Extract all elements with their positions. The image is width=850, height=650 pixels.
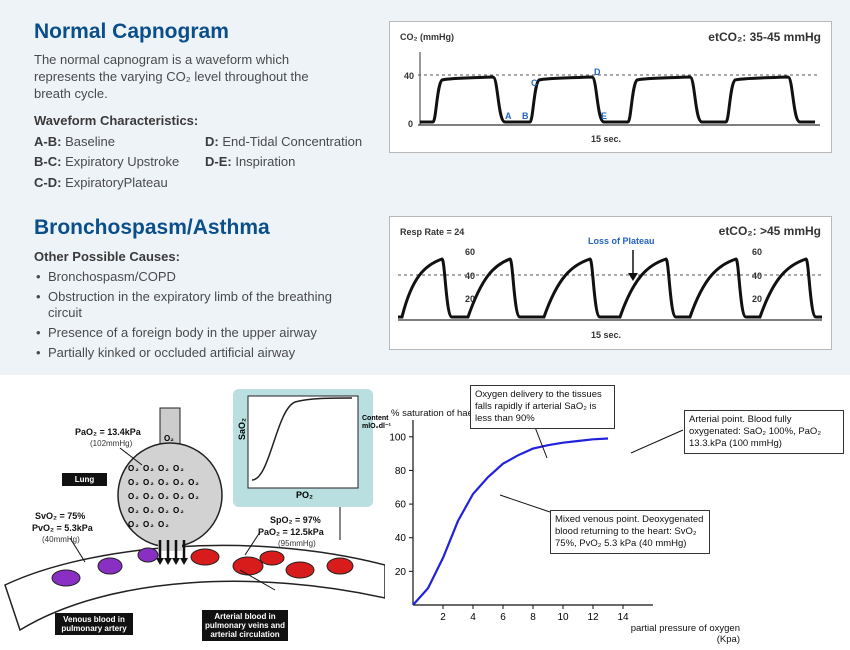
arterial-blood-label: Arterial blood in pulmonary veins and ar… [202, 610, 288, 641]
tick-40: 40 [404, 71, 415, 81]
y-tick-label: 60 [395, 500, 407, 511]
cause-item: Partially kinked or occluded artificial … [34, 345, 354, 361]
cause-item: Obstruction in the expiratory limb of th… [34, 289, 354, 321]
etco2-normal-range: etCO₂: 35-45 mmHg [708, 30, 821, 44]
etco2-high: etCO₂: >45 mmHg [718, 224, 821, 238]
tick-20: 20 [752, 294, 763, 304]
x-tick-label: 8 [530, 612, 536, 623]
tick-40: 40 [752, 271, 763, 281]
x-axis-label: partial pressure of oxygen (Kpa) [630, 623, 740, 645]
resp-rate: Resp Rate = 24 [400, 227, 465, 237]
normal-capnogram-panel: CO₂ (mmHg) etCO₂: 35-45 mmHg 40 0 A B C … [389, 21, 832, 153]
char-cd: C-D: ExpiratoryPlateau [34, 175, 168, 190]
point-c: C [531, 78, 538, 88]
x-tick-label: 4 [470, 612, 476, 623]
inset-po2-label: PO₂ [296, 490, 314, 500]
co2-axis-label: CO₂ (mmHg) [400, 32, 454, 42]
oxygen-dissociation-chart: 2 4 6 8 10 12 14 20 40 60 80 100 [389, 420, 684, 623]
causes-list: Bronchospasm/COPD Obstruction in the exp… [34, 269, 354, 365]
tick-40: 40 [465, 271, 476, 281]
y-tick-label: 20 [395, 567, 407, 578]
y-tick-label: 80 [395, 466, 407, 477]
time-scale: 15 sec. [591, 330, 622, 340]
lung-label: Lung [62, 473, 107, 486]
oxygen-transport-diagram [4, 389, 385, 632]
tick-60: 60 [752, 247, 763, 257]
loss-of-plateau-label: Loss of Plateau [588, 236, 655, 246]
spo2-value: SpO₂ = 97% [270, 515, 321, 525]
normal-description: The normal capnogram is a waveform which… [34, 52, 309, 101]
callout-arterial-point: Arterial point. Blood fully oxygenated: … [684, 410, 844, 454]
time-scale: 15 sec. [591, 134, 622, 144]
char-d: D: End-Tidal Concentration [205, 134, 363, 149]
y-axis-label: % saturation of haemoglobin [391, 408, 512, 419]
svo2-value: SvO₂ = 75% [35, 511, 86, 521]
char-de: D-E: Inspiration [205, 154, 296, 169]
tick-0: 0 [408, 119, 414, 129]
o2-label: O₂ [164, 434, 174, 443]
tick-20: 20 [465, 294, 476, 304]
bronchospasm-capnogram-panel: Resp Rate = 24 etCO₂: >45 mmHg Loss of P… [389, 216, 832, 350]
x-tick-label: 2 [440, 612, 446, 623]
x-tick-label: 6 [500, 612, 506, 623]
pao2-alveolar: PaO₂ = 13.4kPa [75, 427, 141, 437]
inset-content-label: Content mlO₂dl⁻¹ [362, 415, 391, 430]
callout-mixed-venous: Mixed venous point. Deoxygenated blood r… [550, 510, 710, 554]
tick-60: 60 [465, 247, 476, 257]
y-tick-label: 100 [389, 432, 406, 443]
y-tick-label: 40 [395, 533, 407, 544]
inset-sao2-label: SaO₂ [237, 417, 247, 440]
point-e: E [601, 111, 608, 121]
cause-item: Presence of a foreign body in the upper … [34, 325, 354, 341]
callout-oxygen-delivery: Oxygen delivery to the tissues falls rap… [470, 385, 615, 429]
other-causes-heading: Other Possible Causes: [34, 249, 180, 264]
pao2-arterial: PaO₂ = 12.5kPa [258, 527, 324, 537]
pao2-arterial-mmhg: (95mmHg) [278, 539, 316, 548]
normal-capnogram-title: Normal Capnogram [34, 20, 229, 43]
char-bc: B-C: Expiratory Upstroke [34, 154, 180, 169]
char-ab: A-B: Baseline [34, 134, 115, 149]
x-tick-label: 10 [557, 612, 569, 623]
bronchospasm-title: Bronchospasm/Asthma [34, 216, 270, 239]
point-d: D [594, 67, 601, 77]
pvo2-mmhg: (40mmHg) [42, 535, 80, 544]
x-tick-label: 14 [617, 612, 629, 623]
point-b: B [522, 111, 529, 121]
bronchospasm-waveform [398, 250, 822, 321]
pvo2-value: PvO₂ = 5.3kPa [32, 523, 93, 533]
waveform-characteristics-heading: Waveform Characteristics: [34, 113, 199, 128]
cause-item: Bronchospasm/COPD [34, 269, 354, 285]
o2-molecules: O₂ O₂ O₂ O₂ O₂ O₂ O₂ O₂ O₂ O₂ O₂ O₂ O₂ O… [128, 464, 200, 529]
pao2-alveolar-mmhg: (102mmHg) [90, 439, 133, 448]
venous-blood-label: Venous blood in pulmonary artery [55, 613, 133, 635]
dissociation-curve [412, 437, 609, 606]
x-tick-label: 12 [587, 612, 599, 623]
point-a: A [505, 111, 512, 121]
normal-capnogram-waveform [418, 52, 820, 126]
